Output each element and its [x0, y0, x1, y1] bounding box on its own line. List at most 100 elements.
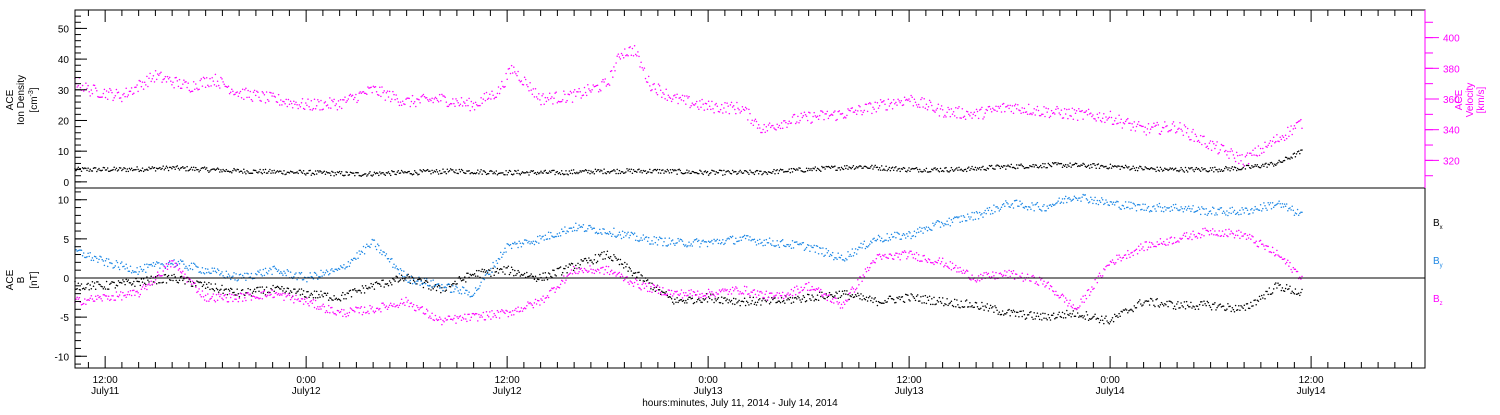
density-point [1056, 163, 1058, 166]
density-point [704, 170, 707, 172]
density-point [351, 172, 354, 174]
Bx-point [556, 267, 559, 270]
By-point [772, 240, 774, 242]
By-point [268, 270, 270, 272]
density-point [217, 168, 220, 171]
By-point [1199, 213, 1202, 216]
Bx-point [363, 292, 366, 294]
By-point [1084, 194, 1087, 196]
Bx-point [710, 293, 712, 295]
By-point [615, 236, 617, 239]
Bx-point [940, 302, 943, 304]
density-point [656, 168, 659, 171]
velocity-point [392, 90, 394, 93]
density-point [1079, 165, 1081, 167]
density-point [964, 168, 967, 171]
Bz-point [202, 296, 205, 298]
velocity-point [534, 88, 537, 90]
Bx-point [174, 276, 176, 278]
velocity-point [1276, 133, 1278, 136]
By-point [933, 225, 935, 227]
By-point [633, 232, 636, 234]
By-point [898, 233, 900, 235]
velocity-point [1230, 148, 1232, 150]
density-point [865, 166, 868, 168]
velocity-point [740, 110, 743, 112]
velocity-point [1043, 106, 1045, 108]
By-point [397, 268, 400, 271]
Bz-point [540, 298, 542, 300]
velocity-point [955, 106, 957, 109]
By-point [1202, 207, 1204, 210]
density-point [1112, 165, 1115, 168]
Bx-point [963, 306, 966, 308]
Bx-point [287, 287, 290, 290]
velocity-point [561, 98, 564, 101]
velocity-point [1195, 135, 1198, 138]
By-point [480, 281, 482, 283]
velocity-point [404, 103, 406, 106]
Bz-point [271, 289, 273, 291]
Bx-point [567, 266, 569, 268]
By-point [561, 230, 564, 233]
By-point [442, 289, 444, 292]
density-point [338, 170, 341, 173]
Bz-point [172, 260, 174, 262]
By-point [326, 270, 329, 273]
density-point [490, 169, 492, 172]
velocity-point [1080, 110, 1082, 113]
density-point [332, 171, 334, 174]
Bx-point [1002, 314, 1005, 316]
Bz-point [219, 295, 221, 298]
By-point [485, 273, 488, 275]
By-point [696, 240, 699, 243]
Bx-point [732, 297, 735, 300]
density-point [1009, 166, 1011, 168]
Bx-point [618, 263, 621, 266]
By-point [111, 262, 113, 265]
density-point [960, 168, 962, 170]
By-point [837, 252, 839, 254]
velocity-point [468, 97, 470, 100]
By-point [1178, 209, 1180, 212]
density-point [333, 175, 335, 177]
density-point [397, 170, 400, 172]
Bx-point [1150, 298, 1153, 300]
density-point [1017, 167, 1019, 169]
velocity-point [933, 110, 935, 112]
Bx-point [1218, 304, 1220, 306]
Bx-point [683, 302, 686, 304]
Bx-point [1101, 319, 1104, 321]
By-point [1081, 196, 1083, 198]
Bz-point [179, 271, 182, 273]
density-point [833, 166, 835, 168]
Bz-point [532, 306, 535, 309]
Bx-point [178, 279, 181, 282]
density-point [708, 172, 711, 175]
Bx-point [622, 267, 625, 269]
Bx-point [854, 294, 857, 296]
By-point [102, 260, 105, 262]
density-point [1202, 169, 1204, 171]
Bz-point [527, 301, 529, 303]
density-point [1246, 164, 1249, 167]
velocity-point [322, 108, 324, 110]
Bx-point [376, 282, 379, 285]
Bx-point [369, 287, 371, 289]
velocity-point [259, 99, 261, 102]
velocity-point [194, 88, 196, 90]
By-point [944, 222, 946, 225]
velocity-point [122, 94, 124, 96]
By-point [1135, 209, 1138, 212]
density-point [1172, 169, 1175, 171]
Bz-point [252, 295, 255, 297]
density-point [717, 171, 720, 174]
velocity-point [889, 102, 892, 105]
Bz-point [400, 298, 403, 301]
density-point [811, 169, 813, 172]
By-point [432, 279, 434, 281]
Bz-point [243, 293, 245, 296]
By-point [1228, 212, 1230, 214]
Bx-point [311, 294, 314, 296]
By-point [185, 265, 187, 268]
